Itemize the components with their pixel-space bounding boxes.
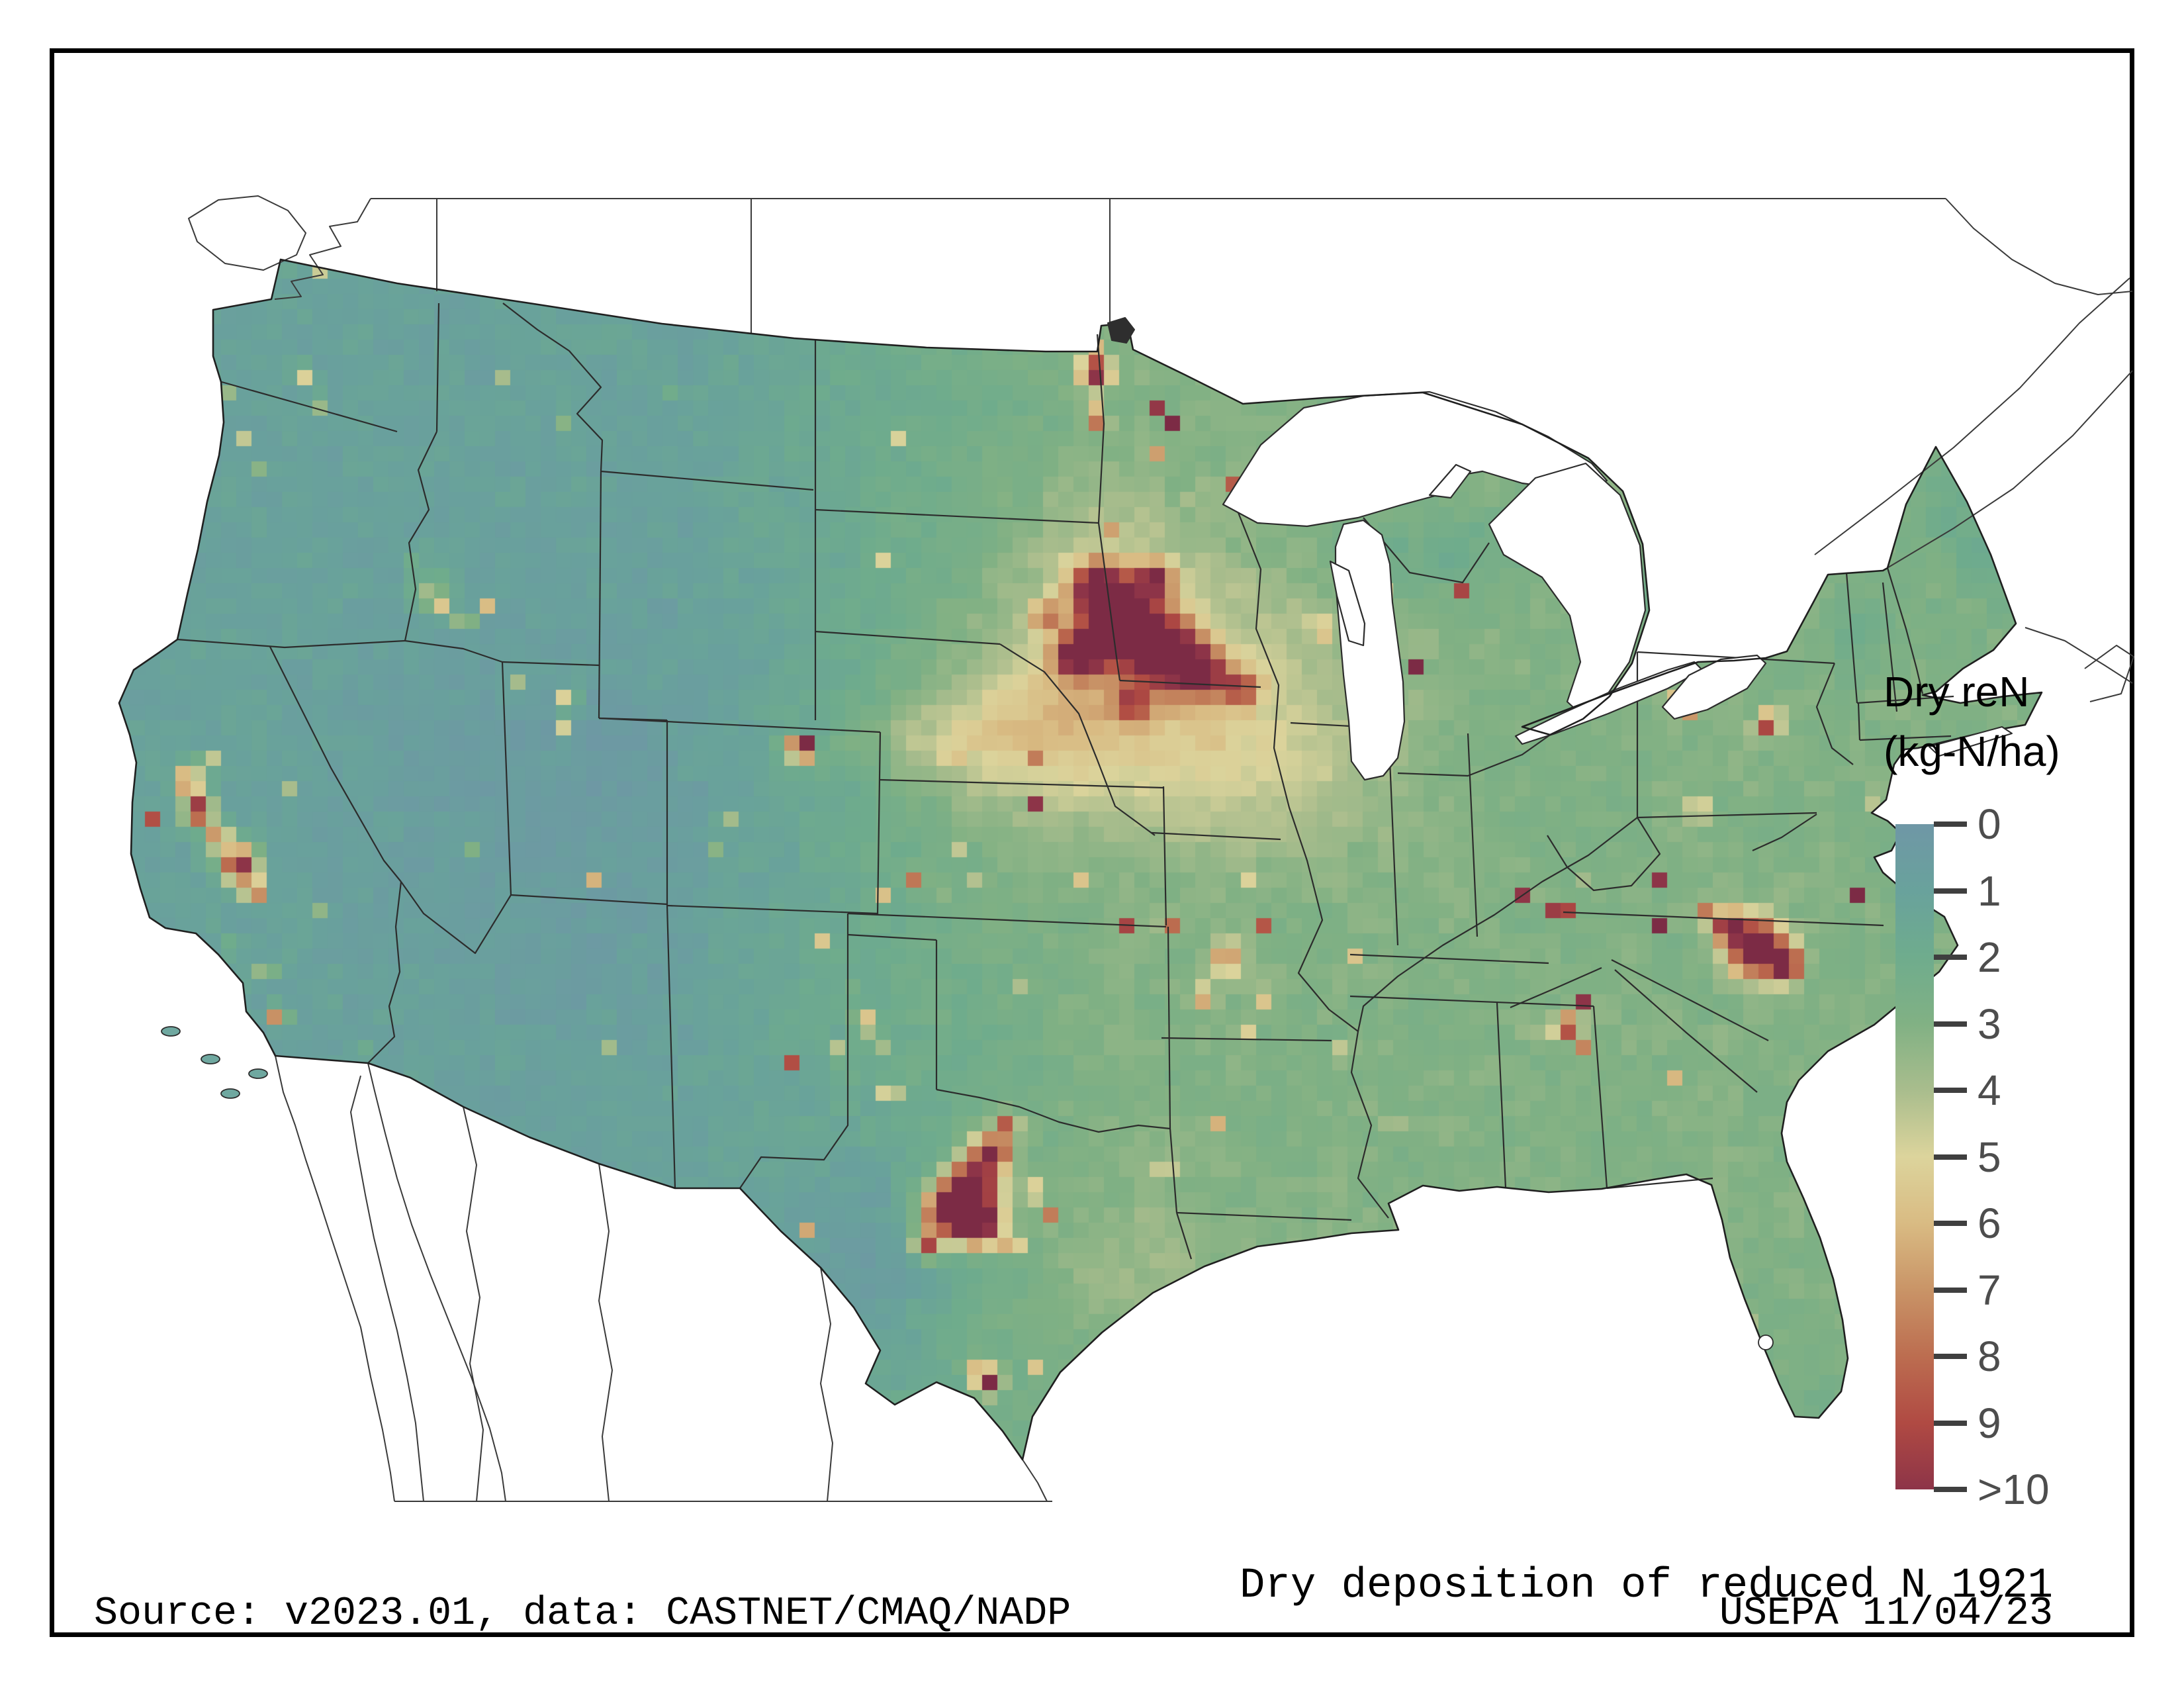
legend-tick-mark <box>1934 1154 1967 1160</box>
legend-tick-label: 6 <box>1978 1199 2001 1247</box>
legend-tick-mark <box>1934 1088 1967 1093</box>
legend-tick-label: 7 <box>1978 1266 2001 1314</box>
legend-tick-mark <box>1934 1221 1967 1226</box>
agency-credit: USEPA 11/04/23 <box>1719 1591 2053 1636</box>
legend-tick-label: 3 <box>1978 1000 2001 1048</box>
legend-tick-label: 1 <box>1978 867 2001 915</box>
figure-border <box>50 48 2134 1637</box>
legend-tick-label: 4 <box>1978 1066 2001 1114</box>
legend-tick-label: 0 <box>1978 800 2001 848</box>
legend-tick-mark <box>1934 955 1967 960</box>
legend-tick-label: 5 <box>1978 1133 2001 1181</box>
legend-tick-mark <box>1934 1487 1967 1492</box>
legend-tick-label: >10 <box>1978 1466 2050 1513</box>
legend-title-line1: Dry reN <box>1884 668 2030 716</box>
legend-colorbar <box>1895 824 1934 1489</box>
legend-tick-mark <box>1934 821 1967 827</box>
map-title: Dry deposition of reduced N 1921 <box>1240 1562 2053 1610</box>
legend-tick-mark <box>1934 1420 1967 1426</box>
legend-tick-mark <box>1934 1354 1967 1359</box>
legend-tick-label: 8 <box>1978 1333 2001 1380</box>
legend-title-line2: (kg-N/ha) <box>1884 727 2060 775</box>
legend-tick-mark <box>1934 1287 1967 1293</box>
legend-tick-label: 2 <box>1978 933 2001 981</box>
source-note: Source: v2023.01, data: CASTNET/CMAQ/NAD… <box>94 1591 1071 1636</box>
legend-tick-mark <box>1934 888 1967 894</box>
legend-tick-label: 9 <box>1978 1399 2001 1447</box>
legend-title: Dry reN (kg-N/ha) <box>1884 662 2060 781</box>
legend-tick-mark <box>1934 1021 1967 1027</box>
